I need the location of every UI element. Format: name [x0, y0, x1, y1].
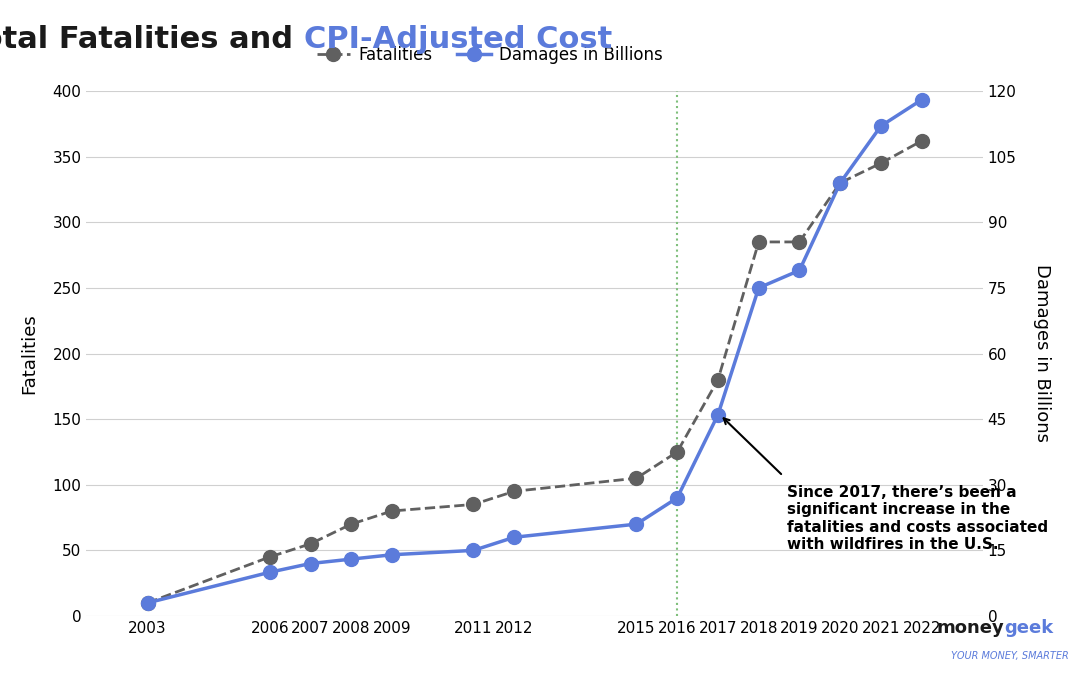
- Text: geek: geek: [1004, 619, 1054, 637]
- Text: Since 2017, there’s been a
significant increase in the
fatalities and costs asso: Since 2017, there’s been a significant i…: [787, 484, 1049, 552]
- Text: money: money: [936, 619, 1004, 637]
- Text: YOUR MONEY, SMARTER: YOUR MONEY, SMARTER: [950, 652, 1069, 662]
- Legend: Fatalities, Damages in Billions: Fatalities, Damages in Billions: [310, 39, 670, 70]
- Y-axis label: Damages in Billions: Damages in Billions: [1034, 265, 1051, 442]
- Text: CPI-Adjusted Cost: CPI-Adjusted Cost: [303, 25, 612, 53]
- Text: "Billion-Dollar Wildfires": Total Fatalities and: "Billion-Dollar Wildfires": Total Fatali…: [0, 25, 303, 53]
- Y-axis label: Fatalities: Fatalities: [21, 313, 39, 394]
